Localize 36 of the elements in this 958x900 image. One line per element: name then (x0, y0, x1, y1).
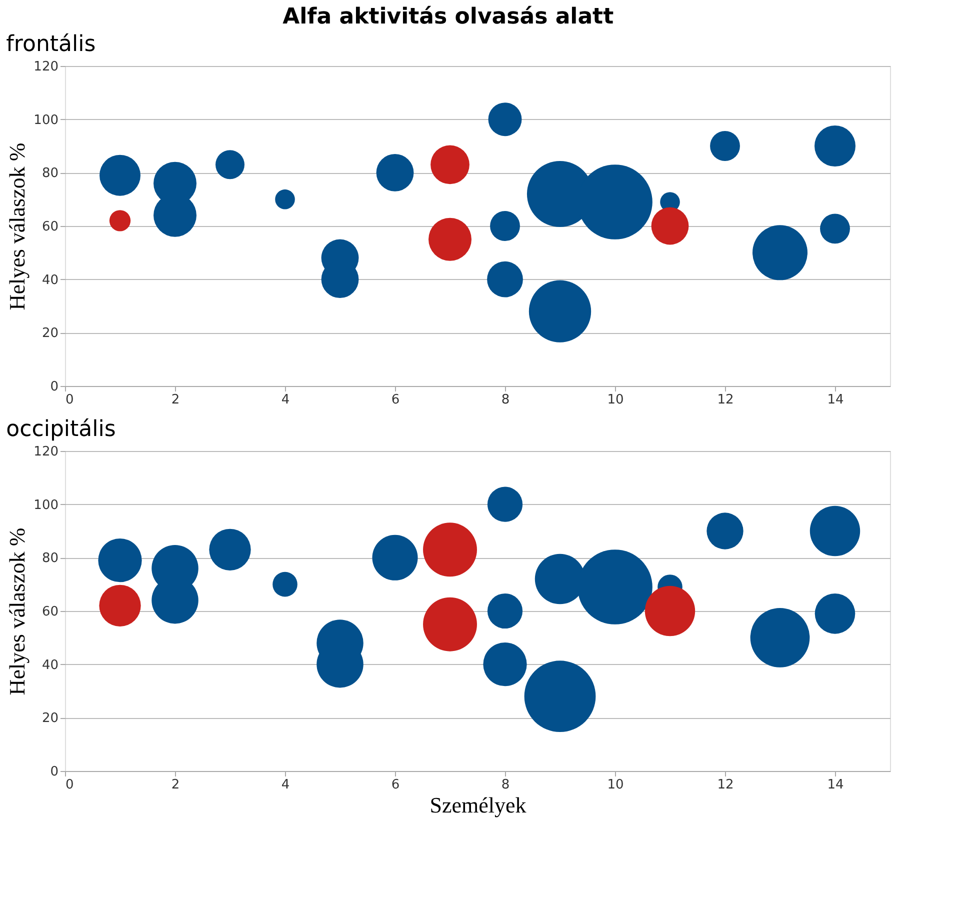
x-tick-label: 4 (281, 778, 290, 792)
x-tick-label: 12 (717, 778, 734, 792)
x-axis-title: Személyek (430, 792, 526, 818)
x-tick-label: 2 (171, 392, 180, 408)
x-tick-label: 0 (66, 392, 74, 408)
x-tick-label: 14 (827, 778, 844, 792)
y-tick-label: 20 (42, 711, 58, 726)
y-tick-label: 80 (42, 551, 58, 566)
y-axis-title: Helyes válaszok % (4, 528, 30, 696)
y-tick-label: 80 (42, 166, 58, 182)
x-tick-label: 2 (171, 778, 180, 792)
x-tick-label: 10 (607, 392, 624, 408)
chart-subtitle: frontális (6, 32, 96, 57)
x-tick-label: 6 (391, 392, 400, 408)
x-tick-label: 10 (607, 778, 624, 792)
x-tick-label: 8 (501, 778, 510, 792)
y-tick-label: 0 (50, 380, 58, 394)
y-tick-label: 20 (42, 326, 58, 342)
chart-title: Alfa aktivitás olvasás alatt (282, 4, 614, 30)
x-tick-label: 6 (391, 778, 400, 792)
chart-title: occipitális (6, 417, 116, 442)
y-tick-label: 40 (42, 272, 58, 288)
x-tick-label: 4 (281, 392, 290, 408)
y-tick-label: 120 (34, 60, 58, 74)
y-tick-label: 120 (34, 444, 58, 460)
y-tick-label: 60 (42, 220, 58, 234)
y-tick-label: 100 (34, 498, 58, 513)
y-tick-label: 0 (50, 764, 58, 780)
x-tick-label: 12 (717, 392, 734, 408)
y-tick-label: 60 (42, 604, 58, 620)
x-tick-label: 8 (501, 392, 510, 408)
y-tick-label: 100 (34, 112, 58, 128)
y-tick-label: 40 (42, 658, 58, 673)
y-axis-title: Helyes válaszok % (4, 142, 30, 310)
x-tick-label: 0 (66, 778, 74, 792)
x-tick-label: 14 (827, 392, 844, 408)
